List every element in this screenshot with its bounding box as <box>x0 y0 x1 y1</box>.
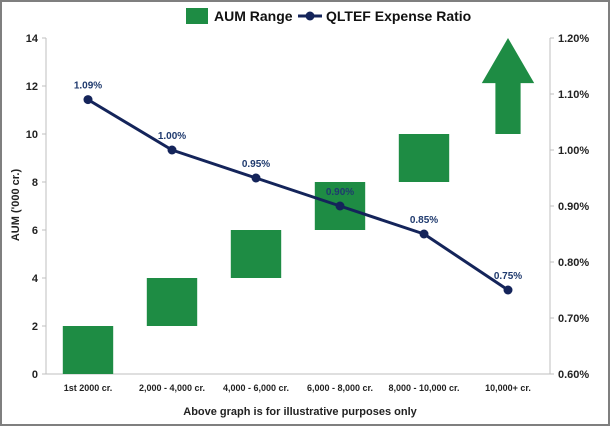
x-tick-label: 6,000 - 8,000 cr. <box>307 383 373 393</box>
expense-ratio-point <box>167 145 177 155</box>
expense-ratio-data-label: 0.75% <box>494 271 522 282</box>
aum-range-bar <box>62 326 114 374</box>
expense-ratio-point <box>251 173 261 183</box>
axes: 0 2 4 6 8 10 12 14 0.60% 0.70% 0.80% 0.90% 1.00% 1.10… <box>26 33 590 393</box>
x-tick-label: 1st 2000 cr. <box>64 383 113 393</box>
expense-ratio-line: 1.09% 1.00% 0.95% 0.90% 0.85% 0.75% <box>74 81 522 295</box>
y2-tick-label: 0.60% <box>558 369 589 381</box>
y2-tick-label: 1.10% <box>558 89 589 101</box>
expense-ratio-data-label: 1.09% <box>74 81 102 92</box>
y2-tick-label: 0.90% <box>558 201 589 213</box>
y2-tick-label: 0.80% <box>558 257 589 269</box>
y2-tick-label: 1.00% <box>558 145 589 157</box>
y-tick-label: 6 <box>32 225 38 237</box>
legend-label-expense-ratio: QLTEF Expense Ratio <box>326 8 471 24</box>
y2-tick-label: 0.70% <box>558 313 589 325</box>
expense-ratio-data-label: 1.00% <box>158 131 186 142</box>
expense-ratio-point <box>419 229 429 239</box>
expense-ratio-data-label: 0.95% <box>242 159 270 170</box>
expense-ratio-point <box>503 285 513 295</box>
x-tick-label: 2,000 - 4,000 cr. <box>139 383 205 393</box>
aum-range-bar <box>398 134 450 182</box>
y-tick-label: 2 <box>32 321 38 333</box>
expense-ratio-data-label: 0.90% <box>326 187 354 198</box>
footnote: Above graph is for illustrative purposes… <box>183 406 417 418</box>
y2-tick-label: 1.20% <box>558 33 589 45</box>
legend-swatch-aum-range <box>186 8 208 24</box>
aum-range-bar <box>146 278 198 326</box>
expense-ratio-point <box>83 95 93 105</box>
aum-range-bar <box>230 230 282 278</box>
y-tick-label: 4 <box>32 273 39 285</box>
y-tick-label: 10 <box>26 129 38 141</box>
y-tick-label: 8 <box>32 177 38 189</box>
legend: AUM Range QLTEF Expense Ratio <box>186 8 471 24</box>
expense-ratio-data-label: 0.85% <box>410 215 438 226</box>
x-tick-label: 8,000 - 10,000 cr. <box>388 383 459 393</box>
y-tick-label: 12 <box>26 81 38 93</box>
y-tick-label: 14 <box>26 33 39 45</box>
x-tick-label: 4,000 - 6,000 cr. <box>223 383 289 393</box>
y-tick-label: 0 <box>32 369 38 381</box>
y-axis-title: AUM ('000 cr.) <box>10 169 22 242</box>
aum-range-arrow <box>481 38 535 134</box>
expense-ratio-series-line <box>87 98 509 292</box>
legend-label-aum-range: AUM Range <box>214 8 293 24</box>
x-tick-label: 10,000+ cr. <box>485 383 531 393</box>
aum-range-bars <box>62 38 535 374</box>
expense-ratio-point <box>335 201 345 211</box>
legend-marker-expense-ratio <box>305 11 315 21</box>
